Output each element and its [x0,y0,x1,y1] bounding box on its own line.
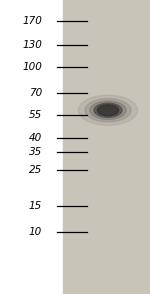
Ellipse shape [78,95,138,125]
Text: 35: 35 [29,147,42,157]
Ellipse shape [94,103,122,117]
Text: 100: 100 [22,62,42,72]
Text: 70: 70 [29,88,42,98]
Text: 10: 10 [29,227,42,237]
Text: 40: 40 [29,133,42,143]
Text: 170: 170 [22,16,42,26]
Text: 130: 130 [22,40,42,50]
Ellipse shape [97,105,119,116]
Ellipse shape [85,98,131,122]
Text: 55: 55 [29,110,42,120]
Ellipse shape [90,101,126,119]
Text: 25: 25 [29,165,42,175]
Bar [63,0,150,294]
Text: 15: 15 [29,201,42,211]
Bar [0,0,63,294]
